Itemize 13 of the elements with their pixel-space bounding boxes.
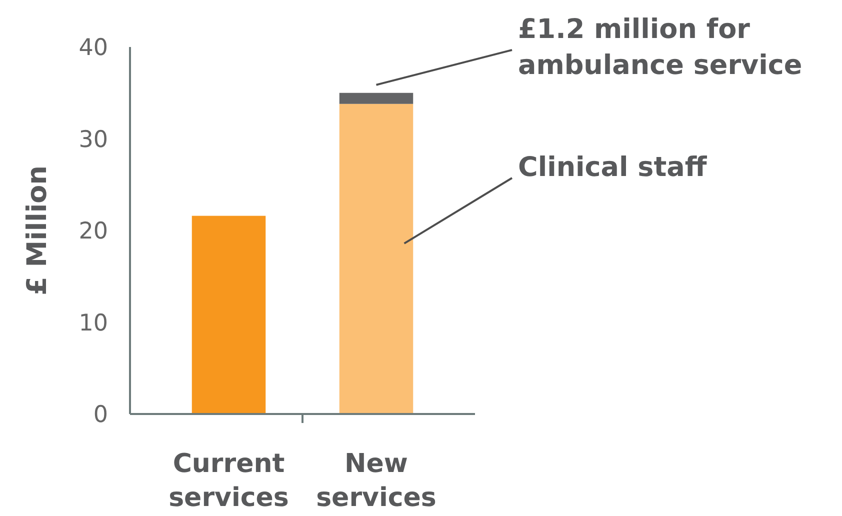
- y-tick-label: 10: [78, 310, 108, 336]
- y-tick-label: 0: [93, 402, 108, 428]
- text: Clinical staff: [518, 152, 708, 183]
- bar: [192, 216, 266, 414]
- bar: [339, 104, 414, 414]
- bar: [339, 92, 414, 104]
- text: £1.2 million for ambulance service: [518, 14, 802, 81]
- y-tick-label: 20: [78, 218, 108, 245]
- y-axis-title: £ Million: [22, 166, 53, 296]
- x-tick-label: Current services: [168, 449, 289, 513]
- y-tick-label: 40: [78, 35, 108, 62]
- x-tick-label: New services: [316, 449, 436, 513]
- y-tick-label: 30: [78, 126, 108, 153]
